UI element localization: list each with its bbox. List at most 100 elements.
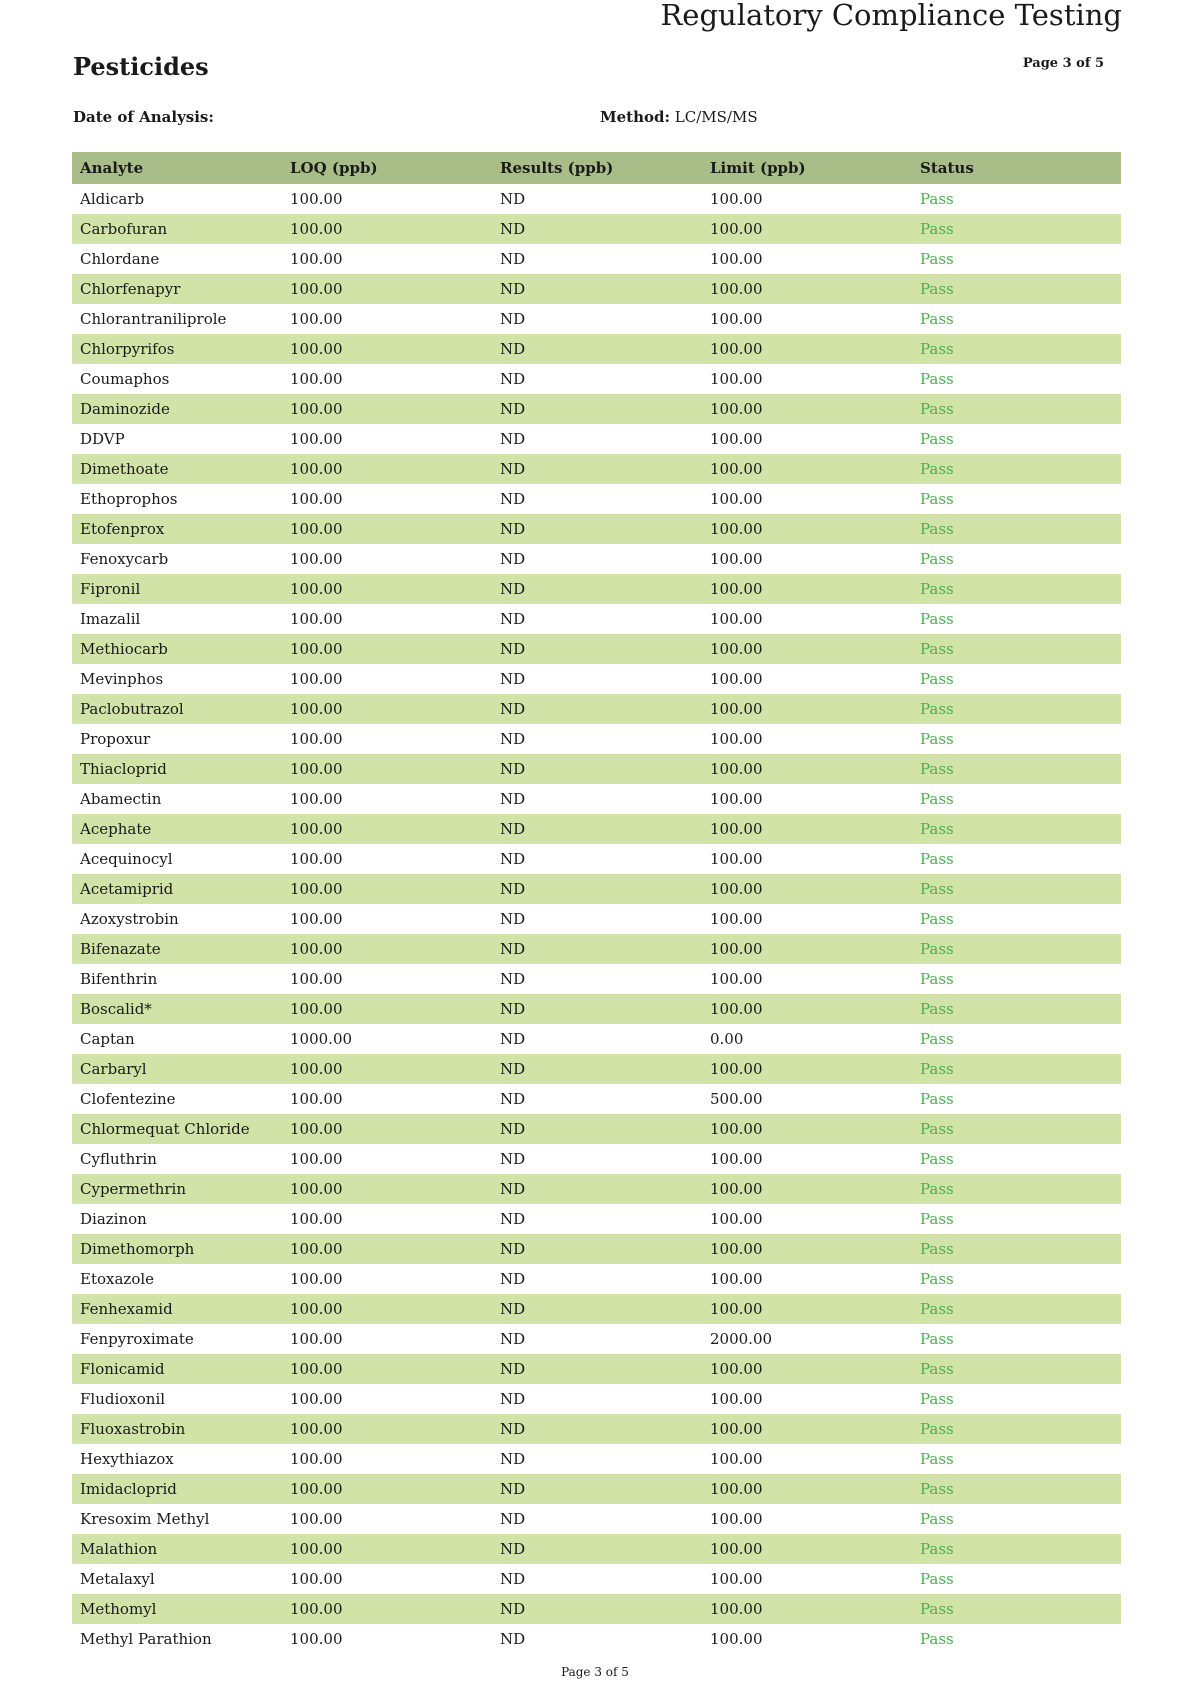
- result-cell: ND: [492, 1114, 702, 1144]
- table-row: Chlorantraniliprole 100.00 ND 100.00 Pass: [72, 304, 1121, 334]
- result-cell: ND: [500, 1630, 526, 1648]
- result-cell: ND: [500, 970, 526, 988]
- result-cell: ND: [500, 250, 526, 268]
- table-row: Daminozide 100.00 ND 100.00 Pass: [72, 394, 1121, 424]
- loq-cell: 100.00: [282, 214, 492, 244]
- status-cell: Pass: [920, 850, 954, 868]
- table-row: Chlordane 100.00 ND 100.00 Pass: [72, 244, 1121, 274]
- footer-page-number: Page 3 of 5: [561, 1665, 629, 1679]
- limit-cell: 100.00: [702, 814, 912, 844]
- status-cell: Pass: [912, 1354, 1121, 1384]
- limit-cell: 100.00: [702, 1354, 912, 1384]
- limit-cell: 100.00: [702, 1114, 912, 1144]
- loq-cell: 100.00: [290, 610, 343, 628]
- loq-cell: 100.00: [282, 1354, 492, 1384]
- status-cell: Pass: [912, 574, 1121, 604]
- analyte-cell: Acequinocyl: [80, 850, 173, 868]
- limit-cell: 100.00: [710, 190, 763, 208]
- status-cell: Pass: [920, 550, 954, 568]
- analyte-cell: Metalaxyl: [80, 1570, 155, 1588]
- analyte-cell: Fenoxycarb: [80, 550, 169, 568]
- result-cell: ND: [492, 634, 702, 664]
- status-cell: Pass: [920, 790, 954, 808]
- loq-cell: 100.00: [282, 1534, 492, 1564]
- table-row: Paclobutrazol 100.00 ND 100.00 Pass: [72, 694, 1121, 724]
- table-row: Etofenprox 100.00 ND 100.00 Pass: [72, 514, 1121, 544]
- status-cell: Pass: [920, 1210, 954, 1228]
- loq-cell: 100.00: [290, 550, 343, 568]
- result-cell: ND: [492, 1594, 702, 1624]
- limit-cell: 100.00: [702, 874, 912, 904]
- result-cell: ND: [500, 1510, 526, 1528]
- analyte-cell: Thiacloprid: [72, 754, 282, 784]
- result-cell: ND: [492, 514, 702, 544]
- limit-cell: 100.00: [710, 790, 763, 808]
- limit-cell: 100.00: [702, 994, 912, 1024]
- status-cell: Pass: [920, 730, 954, 748]
- limit-cell: 100.00: [702, 1534, 912, 1564]
- column-header-limit: Limit (ppb): [702, 152, 912, 184]
- analyte-cell: Carbofuran: [72, 214, 282, 244]
- analyte-cell: Dimethomorph: [72, 1234, 282, 1264]
- column-header-analyte: Analyte: [72, 152, 282, 184]
- loq-cell: 100.00: [282, 454, 492, 484]
- limit-cell: 100.00: [702, 1174, 912, 1204]
- analyte-cell: Fenpyroximate: [80, 1330, 194, 1348]
- loq-cell: 100.00: [282, 1054, 492, 1084]
- analyte-cell: DDVP: [80, 430, 125, 448]
- limit-cell: 100.00: [710, 490, 763, 508]
- status-cell: Pass: [920, 610, 954, 628]
- date-label: Date of Analysis:: [73, 108, 214, 126]
- analyte-cell: Mevinphos: [80, 670, 164, 688]
- limit-cell: 100.00: [710, 970, 763, 988]
- table-row: Carbaryl 100.00 ND 100.00 Pass: [72, 1054, 1121, 1084]
- status-cell: Pass: [912, 754, 1121, 784]
- result-cell: ND: [492, 394, 702, 424]
- status-cell: Pass: [912, 214, 1121, 244]
- limit-cell: 500.00: [710, 1090, 763, 1108]
- column-header-results: Results (ppb): [492, 152, 702, 184]
- analyte-cell: Acetamiprid: [72, 874, 282, 904]
- status-cell: Pass: [920, 310, 954, 328]
- limit-cell: 100.00: [710, 1270, 763, 1288]
- table-row: Fludioxonil 100.00 ND 100.00 Pass: [72, 1384, 1121, 1414]
- table-row: Abamectin 100.00 ND 100.00 Pass: [72, 784, 1121, 814]
- table-row: Kresoxim Methyl 100.00 ND 100.00 Pass: [72, 1504, 1121, 1534]
- loq-cell: 100.00: [290, 970, 343, 988]
- table-row: Diazinon 100.00 ND 100.00 Pass: [72, 1204, 1121, 1234]
- analyte-cell: Boscalid*: [72, 994, 282, 1024]
- result-cell: ND: [500, 1090, 526, 1108]
- status-cell: Pass: [920, 190, 954, 208]
- status-cell: Pass: [912, 1594, 1121, 1624]
- table-row: Propoxur 100.00 ND 100.00 Pass: [72, 724, 1121, 754]
- table-row: Clofentezine 100.00 ND 500.00 Pass: [72, 1084, 1121, 1114]
- loq-cell: 100.00: [282, 1474, 492, 1504]
- limit-cell: 100.00: [702, 1234, 912, 1264]
- loq-cell: 100.00: [290, 1510, 343, 1528]
- status-cell: Pass: [920, 910, 954, 928]
- analyte-cell: Fipronil: [72, 574, 282, 604]
- loq-cell: 100.00: [282, 334, 492, 364]
- table-row: Dimethomorph 100.00 ND 100.00 Pass: [72, 1234, 1121, 1264]
- loq-cell: 100.00: [282, 394, 492, 424]
- result-cell: ND: [500, 1210, 526, 1228]
- result-cell: ND: [500, 550, 526, 568]
- limit-cell: 2000.00: [710, 1330, 773, 1348]
- loq-cell: 100.00: [290, 910, 343, 928]
- analyte-cell: Fluoxastrobin: [72, 1414, 282, 1444]
- table-row: Metalaxyl 100.00 ND 100.00 Pass: [72, 1564, 1121, 1594]
- loq-cell: 100.00: [282, 574, 492, 604]
- analyte-cell: Imazalil: [80, 610, 141, 628]
- result-cell: ND: [492, 214, 702, 244]
- status-cell: Pass: [920, 1390, 954, 1408]
- loq-cell: 100.00: [290, 1150, 343, 1168]
- analyte-cell: Etofenprox: [72, 514, 282, 544]
- result-cell: ND: [492, 1414, 702, 1444]
- status-cell: Pass: [920, 1150, 954, 1168]
- loq-cell: 100.00: [290, 1630, 343, 1648]
- limit-cell: 100.00: [710, 610, 763, 628]
- table-row: Bifenazate 100.00 ND 100.00 Pass: [72, 934, 1121, 964]
- result-cell: ND: [500, 790, 526, 808]
- status-cell: Pass: [920, 1630, 954, 1648]
- result-cell: ND: [500, 1390, 526, 1408]
